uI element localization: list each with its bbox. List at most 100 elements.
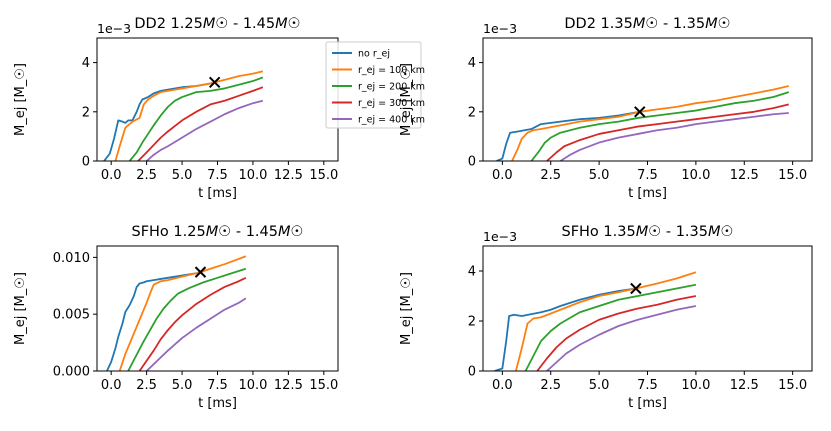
series-line-1 [106,271,201,371]
series-line-4 [138,277,247,371]
merger-marker [634,106,646,118]
series-line-3 [524,283,697,371]
axes-frame [482,245,813,372]
x-tick-label: 7.5 [207,168,228,183]
title-mass-1: 1.35 [603,224,635,240]
x-tick-label: 15.0 [778,378,807,393]
axes-frame [96,245,339,372]
x-tick-label: 5.0 [172,378,193,393]
x-tick-label: 0.0 [492,378,513,393]
y-axis-label: M_ej [M_☉] [13,63,28,136]
title-eos: DD2 [564,16,596,32]
x-tick-label: 0.0 [101,378,122,393]
y-tick-label: 0.000 [53,365,90,380]
separator: - [231,224,245,240]
y-tick-label: 4 [468,56,476,71]
legend-entry-label: r_ej = 400 km [358,115,425,126]
separator: - [658,16,672,32]
x-tick-label: 10.0 [681,378,710,393]
x-tick-label: 10.0 [238,168,267,183]
series-line-5 [546,305,697,371]
y-axis-label: M_ej [M_☉] [13,272,28,345]
x-tick-label: 5.0 [172,168,193,183]
y-tick-label: 0 [82,155,90,170]
legend-box [325,41,422,129]
y-tick-label: 0 [468,155,476,170]
title-mass-2: 1.35 [673,16,705,32]
series-line-5 [146,99,264,161]
x-tick-label: 2.5 [540,168,561,183]
title-mass-2: 1.45 [243,16,275,32]
x-tick-label: 5.0 [589,378,610,393]
y-scale-offset: 1e−3 [483,229,517,244]
x-axis-label: t [ms] [628,186,667,201]
x-tick-label: 2.5 [136,168,157,183]
series-line-4 [137,86,264,161]
series-line-4 [546,103,789,161]
x-tick-label: 2.5 [136,378,157,393]
series-line-1 [496,110,640,161]
series-line-1 [103,81,215,161]
title-unit: M☉ [203,16,229,32]
legend-entry-label: r_ej = 200 km [358,82,425,93]
series-line-2 [118,255,247,371]
x-axis-label: t [ms] [628,396,667,411]
series-line-5 [145,297,247,371]
x-tick-label: 12.5 [730,168,759,183]
series-line-3 [127,267,247,371]
x-tick-label: 7.5 [637,378,658,393]
series-line-3 [530,91,790,161]
subplot-title: DD2 1.25M☉ - 1.45M☉ [134,16,300,32]
subplot-title: DD2 1.35M☉ - 1.35M☉ [564,16,730,32]
x-tick-label: 7.5 [637,168,658,183]
x-tick-label: 15.0 [778,168,807,183]
series-line-2 [515,271,697,371]
title-unit: M☉ [705,16,731,32]
x-tick-label: 0.0 [492,168,513,183]
title-mass-1: 1.25 [171,16,203,32]
separator: - [228,16,242,32]
separator: - [661,224,675,240]
legend-entry-label: r_ej = 300 km [358,98,425,109]
y-axis-label: M_ej [M_☉] [399,63,414,136]
title-unit: M☉ [275,16,301,32]
x-tick-label: 12.5 [730,378,759,393]
x-axis-label: t [ms] [198,396,237,411]
x-tick-label: 12.5 [274,168,303,183]
title-eos: DD2 [134,16,166,32]
title-mass-2: 1.35 [676,224,708,240]
title-unit: M☉ [206,224,232,240]
title-mass-1: 1.35 [601,16,633,32]
subplot-title: SFHo 1.25M☉ - 1.45M☉ [131,224,303,240]
title-unit: M☉ [708,224,734,240]
merger-marker [194,266,207,278]
series-line-3 [128,76,264,161]
x-tick-label: 5.0 [589,168,610,183]
subplot-3: 0.0 2.5 5.0 7.5 10.0 12.5 15.0 0.000 0.005 0.010 S… [13,224,339,411]
y-tick-label: 4 [468,265,476,280]
x-tick-label: 10.0 [238,378,267,393]
x-tick-label: 10.0 [681,168,710,183]
y-scale-offset: 1e−3 [97,21,131,36]
title-mass-1: 1.25 [173,224,205,240]
merger-marker [208,76,221,88]
title-unit: M☉ [278,224,304,240]
x-axis-label: t [ms] [198,186,237,201]
y-tick-label: 4 [82,56,90,71]
legend-entry-label: r_ej = 100 km [358,65,425,76]
subplot-title: SFHo 1.35M☉ - 1.35M☉ [561,224,733,240]
x-tick-label: 15.0 [309,168,338,183]
title-mass-2: 1.45 [246,224,278,240]
y-scale-offset: 1e−3 [483,21,517,36]
legend: no r_ej r_ej = 100 km r_ej = 200 km r_ej = … [325,41,425,129]
merger-marker [630,282,642,295]
title-unit: M☉ [633,16,659,32]
x-tick-label: 15.0 [309,378,338,393]
y-tick-label: 0.010 [53,251,90,266]
y-tick-label: 0.005 [53,308,90,323]
series-line-1 [494,287,637,371]
series-line-5 [559,112,789,161]
